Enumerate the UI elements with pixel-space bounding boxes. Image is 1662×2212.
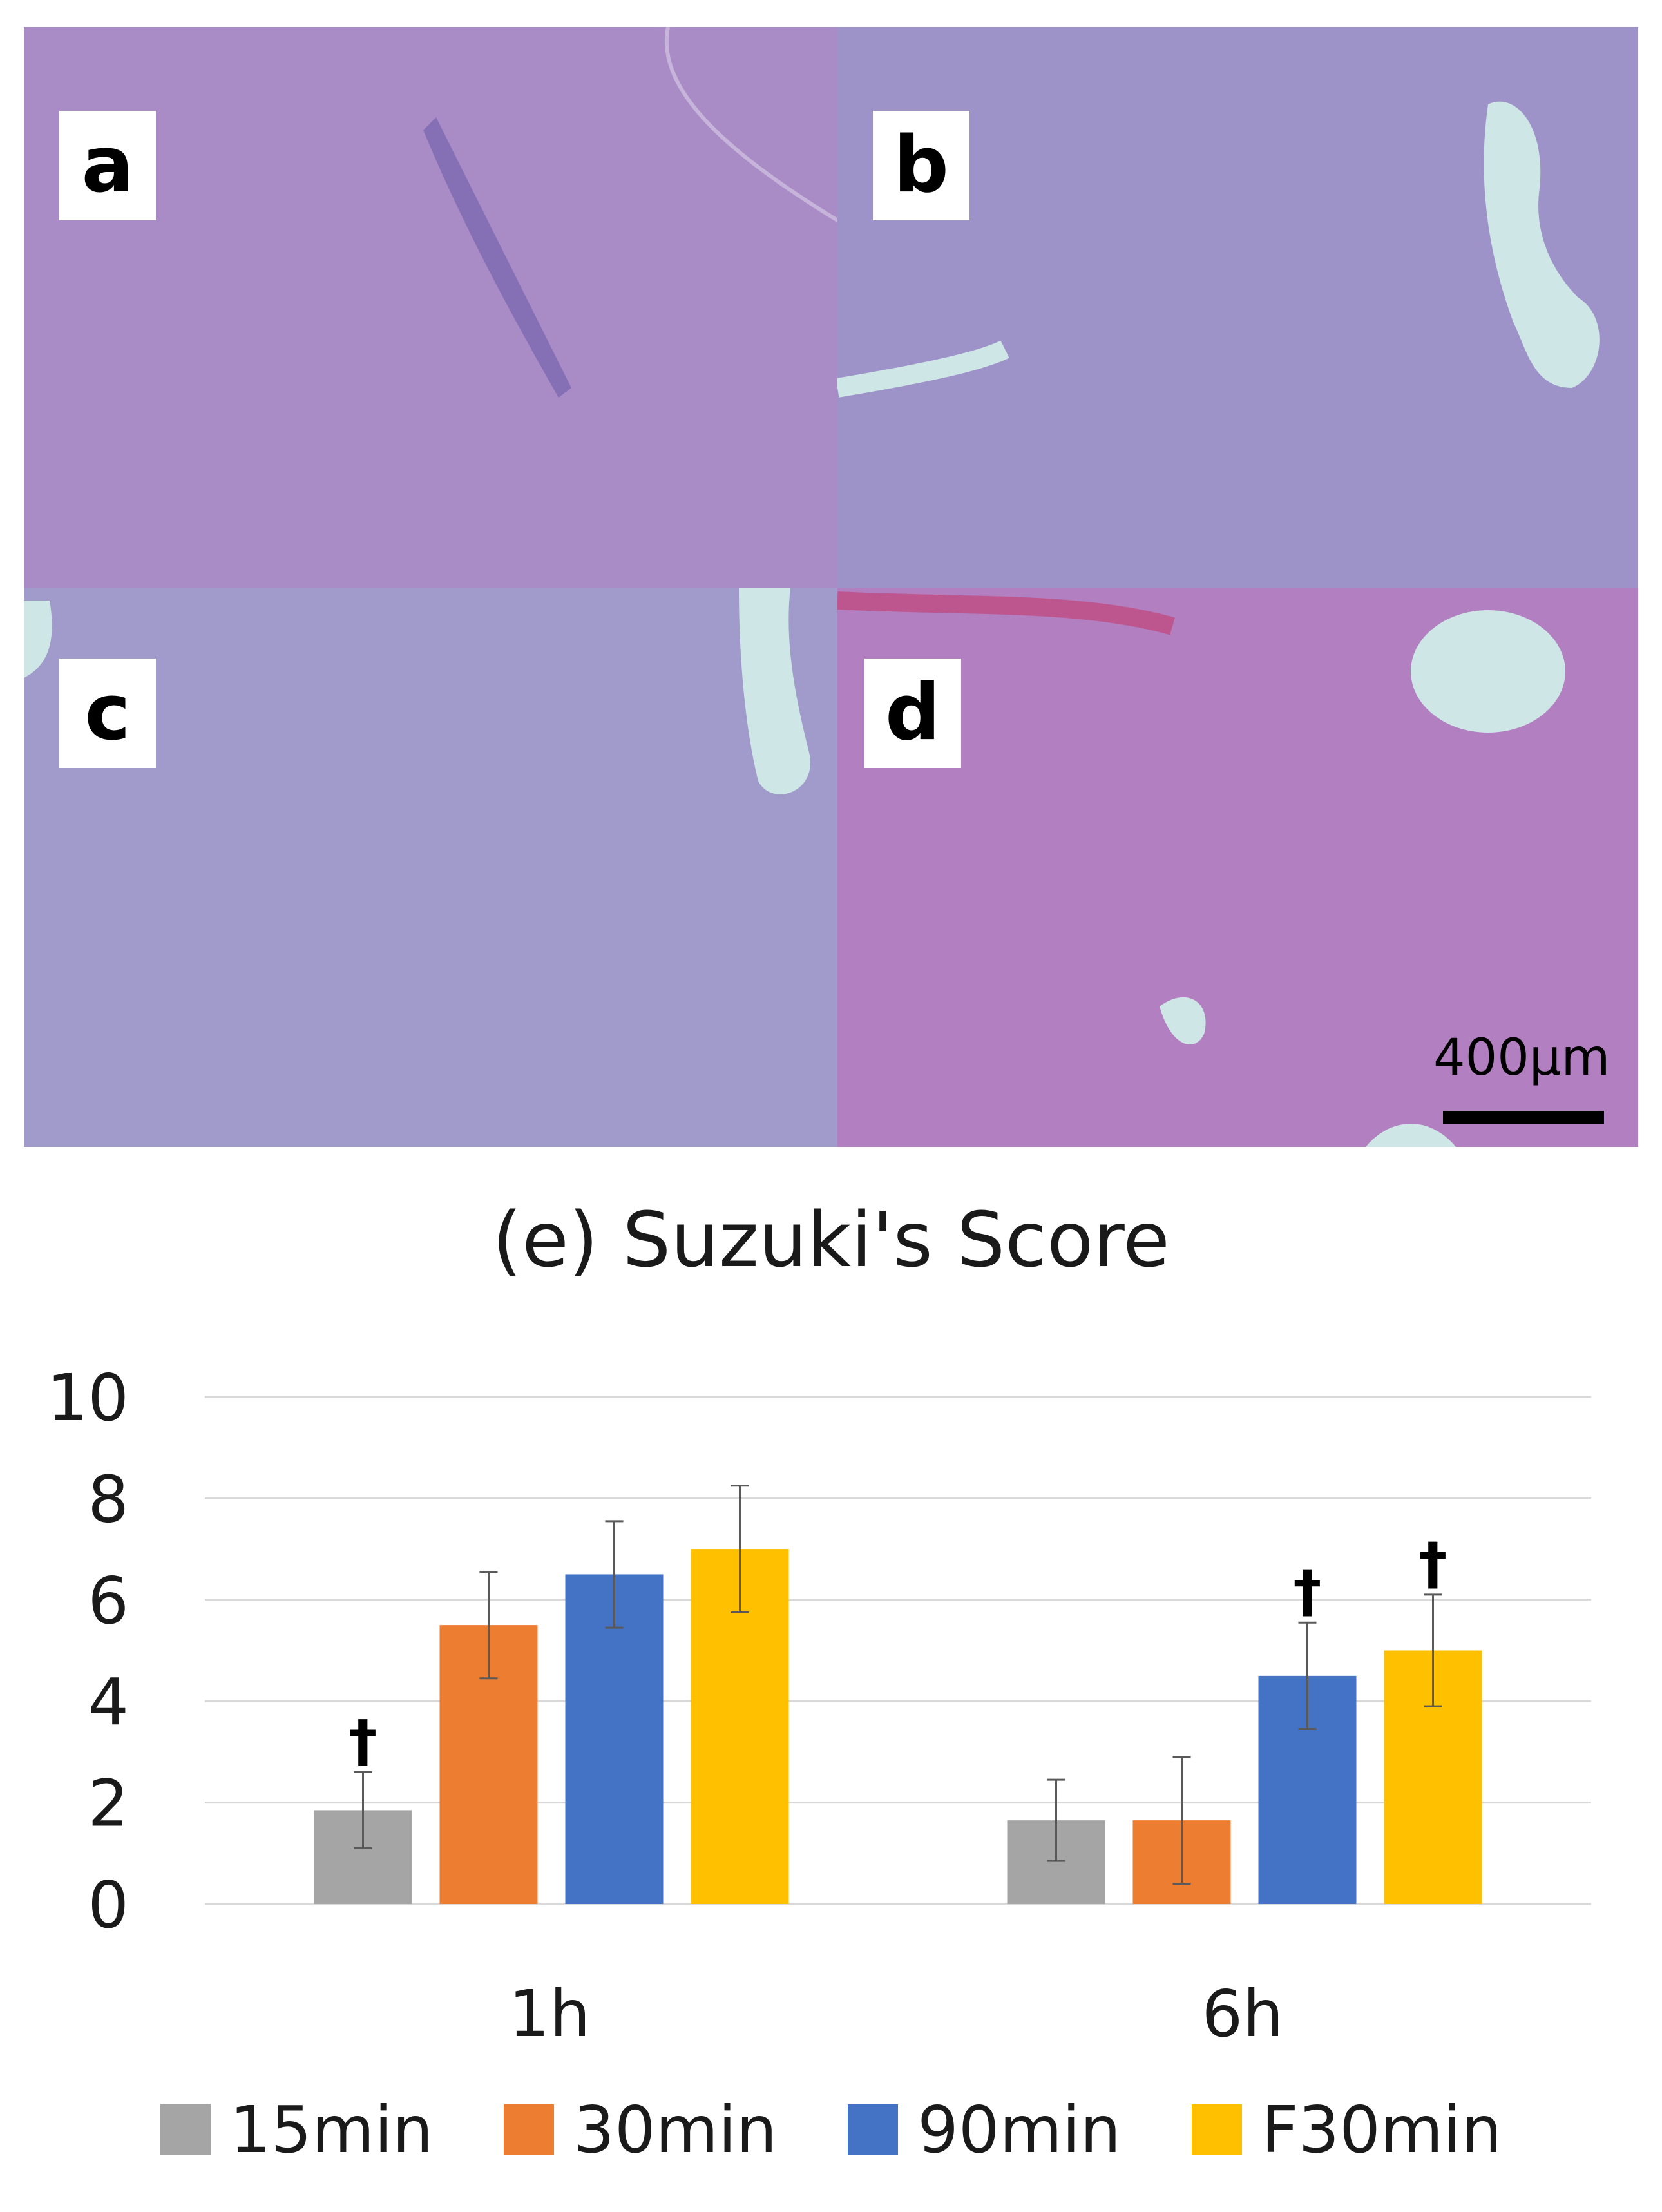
legend-label: 90min bbox=[917, 2092, 1122, 2168]
panel-label-d: d bbox=[864, 659, 961, 768]
y-tick-label: 6 bbox=[88, 1563, 129, 1639]
legend-item: F30min bbox=[1192, 2092, 1502, 2168]
legend-item: 90min bbox=[848, 2092, 1121, 2168]
micrograph-panel-c: c bbox=[24, 588, 837, 1147]
legend-item: 30min bbox=[504, 2092, 777, 2168]
bar-chart: 0 2 4 6 8 10 † 1h † † 6h bbox=[47, 1360, 1591, 2052]
micrograph-panel-a: a bbox=[24, 27, 837, 588]
scale-bar bbox=[1443, 1111, 1604, 1124]
y-tick-label: 10 bbox=[47, 1360, 129, 1436]
significance-marker: † bbox=[349, 1707, 377, 1774]
chart-title: (e) Suzuki's Score bbox=[492, 1195, 1170, 1284]
legend-swatch bbox=[1192, 2104, 1243, 2155]
micrograph-d-image bbox=[837, 588, 1638, 1147]
legend-swatch bbox=[160, 2104, 211, 2155]
significance-marker: † bbox=[1294, 1558, 1322, 1624]
micrograph-c-image bbox=[24, 588, 837, 1147]
legend-swatch bbox=[504, 2104, 555, 2155]
legend-label: F30min bbox=[1261, 2092, 1502, 2168]
y-tick-label: 8 bbox=[88, 1461, 129, 1537]
legend-swatch bbox=[848, 2104, 899, 2155]
y-tick-label: 0 bbox=[88, 1867, 129, 1943]
panel-label-c: c bbox=[59, 659, 156, 768]
micrograph-panel-b: b bbox=[837, 27, 1638, 588]
legend-label: 30min bbox=[573, 2092, 778, 2168]
bar bbox=[565, 1574, 664, 1904]
micrograph-b-image bbox=[837, 27, 1638, 588]
panel-label-a: a bbox=[59, 111, 156, 220]
y-tick-label: 2 bbox=[88, 1766, 129, 1842]
panel-label-b: b bbox=[873, 111, 970, 220]
micrograph-a-image bbox=[24, 27, 837, 588]
x-tick-label: 6h bbox=[1201, 1976, 1283, 2052]
scale-bar-label: 400μm bbox=[1433, 1029, 1610, 1087]
micrograph-panel-d: d 400μm bbox=[837, 588, 1638, 1147]
y-tick-label: 4 bbox=[88, 1664, 129, 1740]
significance-marker: † bbox=[1419, 1530, 1447, 1597]
legend-item: 15min bbox=[160, 2092, 434, 2168]
legend-label: 15min bbox=[229, 2092, 434, 2168]
x-tick-label: 1h bbox=[508, 1976, 590, 2052]
chart-legend: 15min 30min 90min F30min bbox=[0, 2091, 1662, 2168]
